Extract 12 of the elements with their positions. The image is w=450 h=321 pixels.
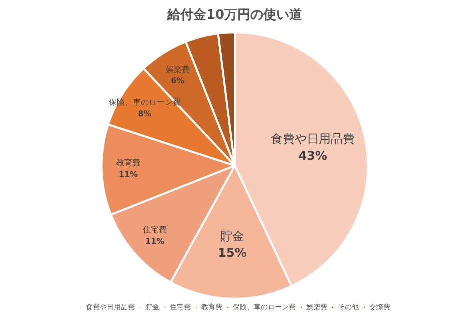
data-label: 6% <box>171 76 185 86</box>
slice-label: 貯金 <box>220 229 244 244</box>
chart-title: 給付金10万円の使い道 <box>166 8 304 24</box>
data-label: 15% <box>218 246 247 260</box>
data-label: 11% <box>145 236 165 246</box>
data-label: 43% <box>298 148 328 163</box>
slice-label: 食費や日用品費 <box>270 132 355 146</box>
data-label: 11% <box>118 170 138 179</box>
slice-label: 娯楽費 <box>166 65 190 74</box>
slice-label: 教育費 <box>116 158 140 168</box>
slice-label: 住宅費 <box>143 226 168 235</box>
data-label: 8% <box>138 109 152 118</box>
